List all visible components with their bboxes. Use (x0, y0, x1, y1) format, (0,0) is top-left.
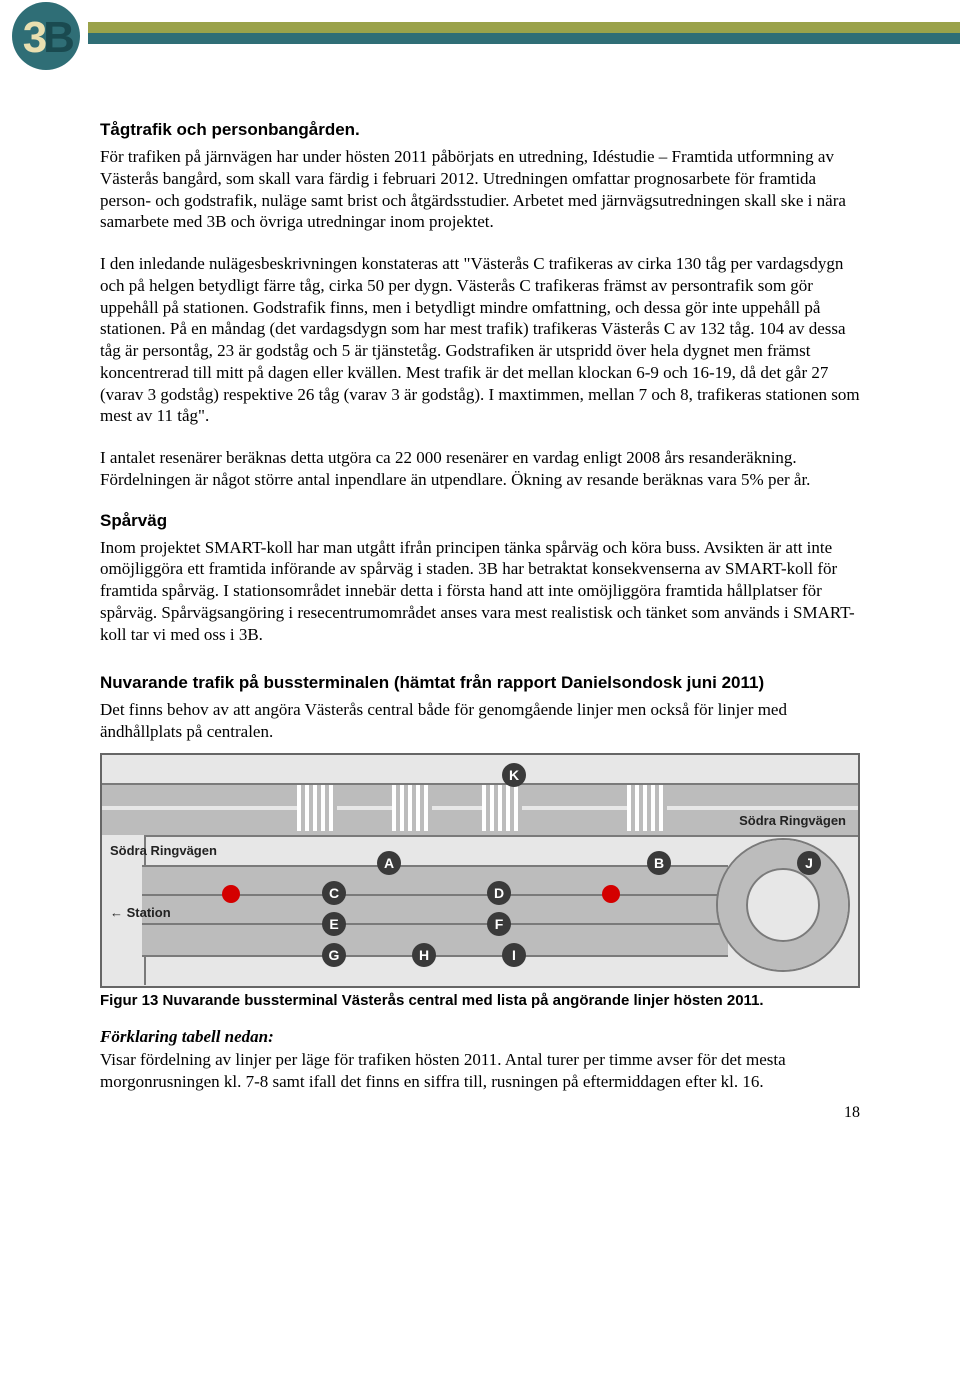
pedestrian-crossing (627, 785, 667, 831)
table-explain-heading: Förklaring tabell nedan: (100, 1027, 860, 1047)
platform-node-e: E (322, 912, 346, 936)
bus-terminal-diagram: Södra Ringvägen Södra Ringvägen ← Statio… (100, 753, 860, 988)
paragraph: Det finns behov av att angöra Västerås c… (100, 699, 860, 743)
figure-caption: Figur 13 Nuvarande bussterminal Västerås… (100, 992, 860, 1009)
stripe-bottom (88, 33, 960, 44)
platform-node-h: H (412, 943, 436, 967)
heading-tagtrafik: Tågtrafik och personbangården. (100, 120, 860, 140)
paragraph: I den inledande nulägesbeskrivningen kon… (100, 253, 860, 427)
document-page: 3 B Tågtrafik och personbangården. För t… (0, 0, 960, 1132)
paragraph: I antalet resenärer beräknas detta utgör… (100, 447, 860, 491)
platform-node-d: D (487, 881, 511, 905)
platform-node-f: F (487, 912, 511, 936)
pedestrian-crossing (392, 785, 432, 831)
platform-node-g: G (322, 943, 346, 967)
platform-node-k: K (502, 763, 526, 787)
turnaround-loop-inner (746, 868, 820, 942)
pedestrian-crossing (297, 785, 337, 831)
upper-road-median (102, 806, 858, 810)
platform-node-i: I (502, 943, 526, 967)
stripe-top (88, 22, 960, 33)
platform-node-a: A (377, 851, 401, 875)
stop-marker (222, 885, 240, 903)
platform-node-j: J (797, 851, 821, 875)
platform-node-c: C (322, 881, 346, 905)
paragraph: För trafiken på järnvägen har under höst… (100, 146, 860, 233)
heading-bussterminal: Nuvarande trafik på bussterminalen (hämt… (100, 673, 860, 693)
lane-divider (142, 923, 728, 925)
lower-road (142, 865, 728, 957)
road-label-left: Södra Ringvägen (110, 843, 217, 858)
paragraph: Inom projektet SMART-koll har man utgått… (100, 537, 860, 646)
page-header: 3 B (100, 0, 860, 80)
pedestrian-crossing (482, 785, 522, 831)
page-number: 18 (844, 1104, 860, 1122)
station-label: ← Station (110, 905, 171, 920)
logo-3b: 3 B (10, 0, 82, 72)
road-label-right: Södra Ringvägen (739, 813, 846, 828)
page-content: Tågtrafik och personbangården. För trafi… (100, 80, 860, 1092)
header-stripes (88, 22, 960, 44)
heading-sparvag: Spårväg (100, 511, 860, 531)
upper-road (102, 783, 858, 837)
stop-marker (602, 885, 620, 903)
platform-node-b: B (647, 851, 671, 875)
paragraph: Visar fördelning av linjer per läge för … (100, 1049, 860, 1093)
svg-text:B: B (43, 13, 75, 62)
